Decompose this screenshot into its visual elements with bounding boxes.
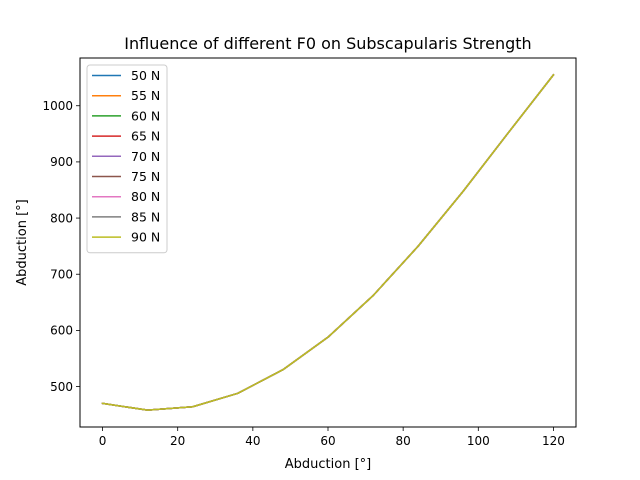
legend-box xyxy=(86,64,168,254)
x-axis-ticks: 0 20 40 60 80 100 120 xyxy=(99,427,565,448)
y-tick-label: 1000 xyxy=(42,99,73,113)
x-axis-label: Abduction [°] xyxy=(285,457,371,472)
legend-entry-6: 80 N xyxy=(131,189,160,204)
y-tick-label: 700 xyxy=(50,268,73,282)
x-tick-label: 80 xyxy=(396,434,411,448)
y-tick-label: 600 xyxy=(50,324,73,338)
series-line-1 xyxy=(101,73,555,411)
series-line-4 xyxy=(101,73,555,411)
x-tick-label: 60 xyxy=(320,434,335,448)
x-tick-label: 20 xyxy=(170,434,185,448)
x-tick-label: 40 xyxy=(245,434,260,448)
y-axis-label: Abduction [°] xyxy=(15,199,30,285)
series-line-5 xyxy=(101,73,555,411)
series-line-8 xyxy=(101,73,555,411)
x-tick-label: 120 xyxy=(542,434,565,448)
y-tick-label: 900 xyxy=(50,155,73,169)
series-layer xyxy=(101,73,555,411)
x-tick-label: 0 xyxy=(99,434,107,448)
legend-entry-3: 65 N xyxy=(131,129,160,144)
series-line-6 xyxy=(101,73,555,411)
legend-entry-2: 60 N xyxy=(131,108,160,123)
y-axis-ticks: 500 600 700 800 900 1000 xyxy=(42,99,80,394)
legend-entry-8: 90 N xyxy=(131,230,160,245)
chart-title: Influence of different F0 on Subscapular… xyxy=(124,34,531,53)
y-tick-label: 500 xyxy=(50,380,73,394)
legend-entry-7: 85 N xyxy=(131,209,160,224)
series-line-0 xyxy=(101,73,555,411)
legend-entry-4: 70 N xyxy=(131,149,160,164)
series-line-7 xyxy=(101,73,555,411)
y-tick-label: 800 xyxy=(50,211,73,225)
series-line-2 xyxy=(101,73,555,411)
legend-entry-1: 55 N xyxy=(131,88,160,103)
x-tick-label: 100 xyxy=(467,434,490,448)
legend-entry-0: 50 N xyxy=(131,68,160,83)
legend: 50 N 55 N 60 N 65 N 70 N 75 N 80 N 85 N 90 N xyxy=(86,64,168,254)
series-line-3 xyxy=(101,73,555,411)
legend-entry-5: 75 N xyxy=(131,169,160,184)
